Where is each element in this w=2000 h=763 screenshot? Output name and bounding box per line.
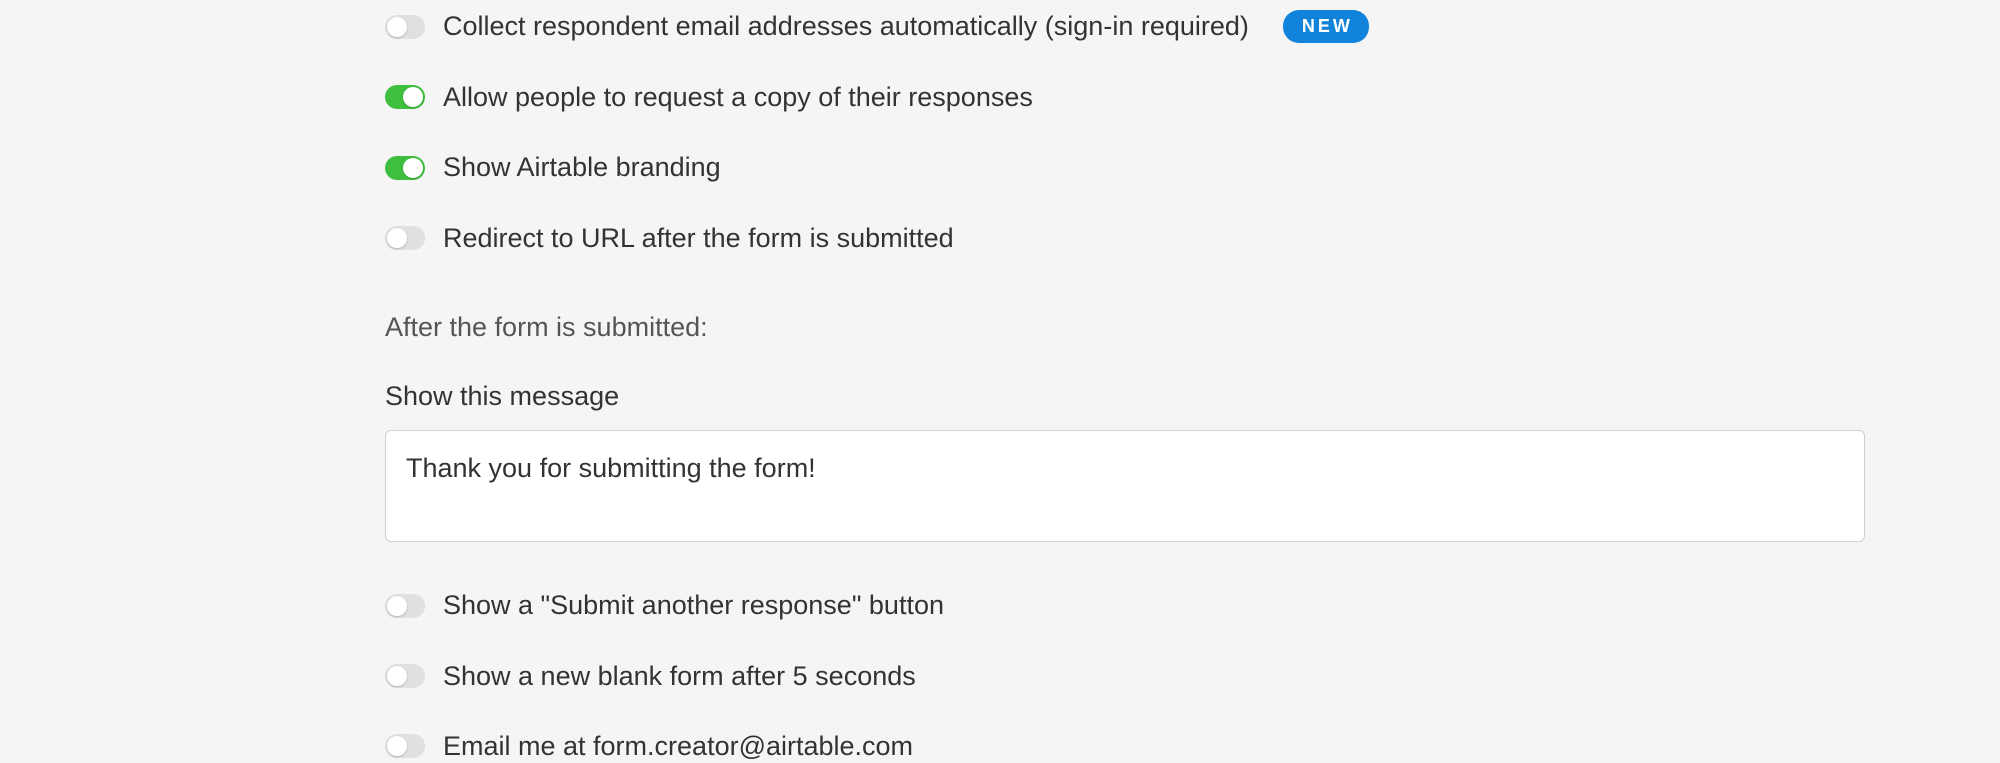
toggle-knob-icon [387,666,407,686]
setting-submit-another: Show a "Submit another response" button [385,589,1865,621]
toggle-knob-icon [387,596,407,616]
setting-collect-email: Collect respondent email addresses autom… [385,10,1865,43]
toggle-knob-icon [403,87,423,107]
setting-allow-copy: Allow people to request a copy of their … [385,81,1865,113]
toggle-email-me[interactable] [385,734,425,758]
form-settings-panel: Collect respondent email addresses autom… [385,10,1865,763]
toggle-knob-icon [387,17,407,37]
label-collect-email: Collect respondent email addresses autom… [443,10,1249,42]
toggle-submit-another[interactable] [385,594,425,618]
toggle-knob-icon [387,228,407,248]
after-submit-section-label: After the form is submitted: [385,312,1865,343]
setting-email-me: Email me at form.creator@airtable.com [385,730,1865,762]
toggle-knob-icon [403,158,423,178]
toggle-collect-email[interactable] [385,15,425,39]
new-badge: NEW [1283,10,1369,43]
label-email-me: Email me at form.creator@airtable.com [443,730,913,762]
label-allow-copy: Allow people to request a copy of their … [443,81,1033,113]
toggle-allow-copy[interactable] [385,85,425,109]
label-blank-form: Show a new blank form after 5 seconds [443,660,916,692]
label-redirect-url: Redirect to URL after the form is submit… [443,222,954,254]
setting-show-branding: Show Airtable branding [385,151,1865,183]
toggle-blank-form[interactable] [385,664,425,688]
toggle-knob-icon [387,736,407,756]
setting-blank-form: Show a new blank form after 5 seconds [385,660,1865,692]
label-submit-another: Show a "Submit another response" button [443,589,944,621]
toggle-redirect-url[interactable] [385,226,425,250]
submit-message-input[interactable] [385,430,1865,542]
label-show-branding: Show Airtable branding [443,151,721,183]
toggle-show-branding[interactable] [385,156,425,180]
message-field-label: Show this message [385,381,1865,412]
setting-redirect-url: Redirect to URL after the form is submit… [385,222,1865,254]
